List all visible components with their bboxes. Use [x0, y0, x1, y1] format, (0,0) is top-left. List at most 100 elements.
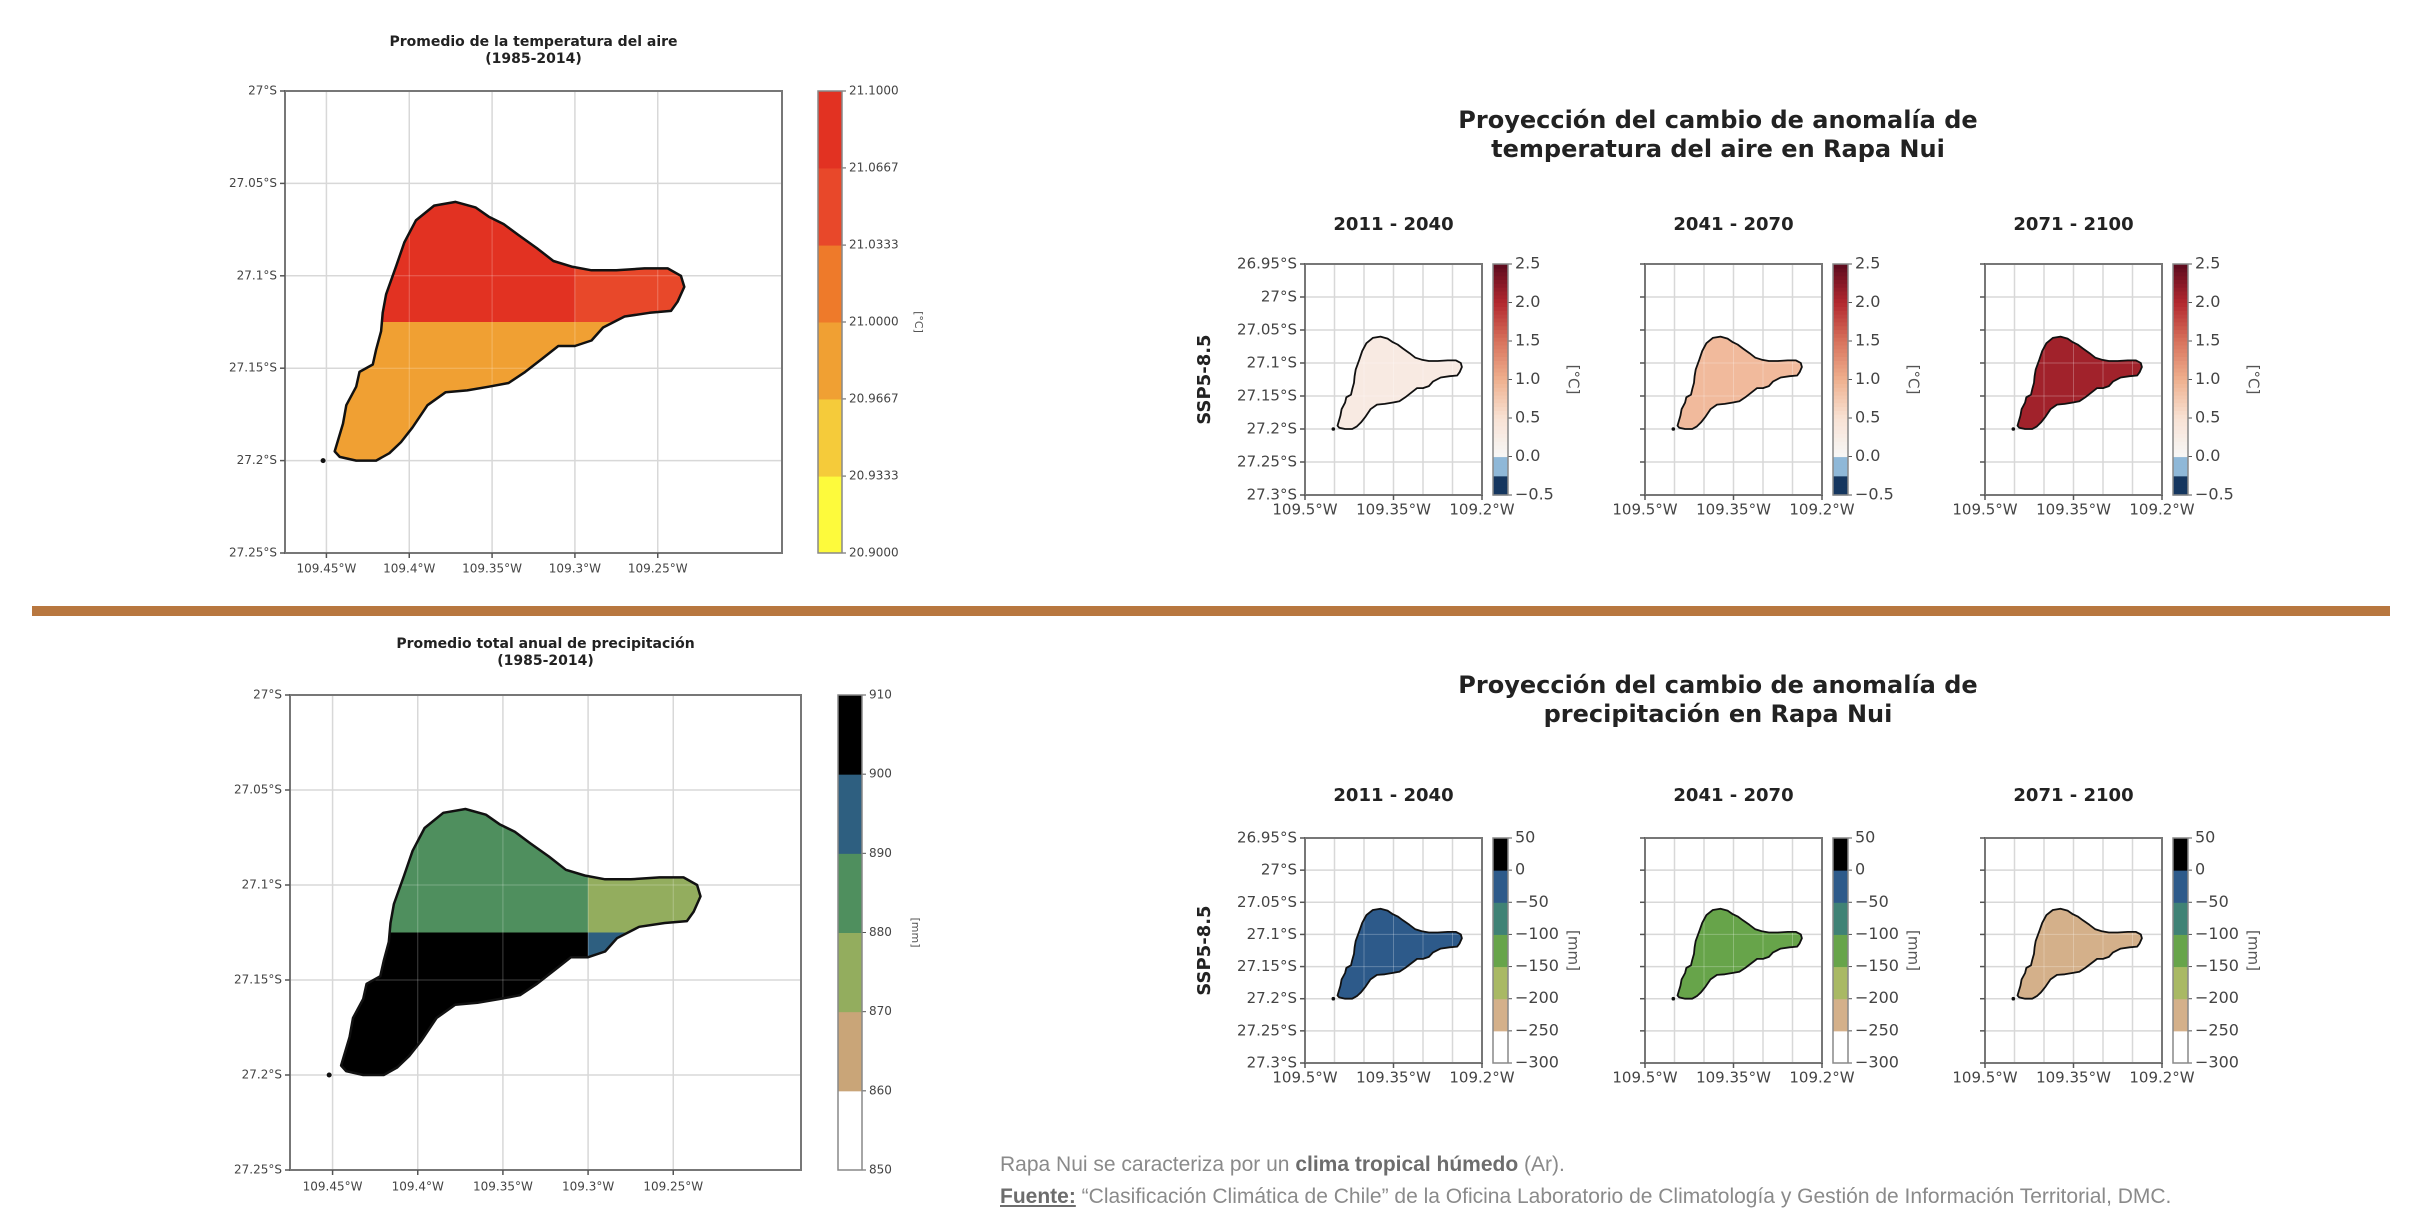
x-tick-label: 109.2°W	[2129, 501, 2194, 519]
islet-marker	[326, 1072, 332, 1078]
section-divider	[32, 606, 2390, 616]
colorbar-band	[1493, 934, 1508, 968]
colorbar-band	[2173, 348, 2188, 354]
colorbar-band	[818, 167, 842, 246]
colorbar: 20.9000 20.9333 20.9667 21.0000 21.0333 21.06…	[817, 84, 925, 560]
colorbar-band	[2173, 360, 2188, 365]
islet-marker	[2011, 996, 2016, 1001]
colorbar-band	[2173, 341, 2188, 346]
precip-scenario-label: SSP5-8.5	[1194, 905, 1215, 995]
y-tick-label: 27.15°S	[1237, 387, 1297, 405]
colorbar-tick-label: 880	[869, 925, 892, 939]
colorbar-frame	[2172, 263, 2189, 496]
colorbar-tick-label: 2.0	[1515, 292, 1540, 311]
colorbar-band	[2173, 356, 2188, 361]
colorbar-band	[1833, 371, 1848, 377]
colorbar-band	[1833, 267, 1848, 273]
colorbar-tick-label: 2.0	[2195, 292, 2220, 311]
colorbar-band	[2173, 448, 2188, 454]
island-coastline	[339, 807, 702, 1077]
colorbar-band	[2173, 421, 2188, 427]
x-tick-label: 109.25°W	[628, 562, 688, 576]
colorbar-band	[1833, 325, 1848, 331]
caption-line-2: Fuente: “Clasificación Climática de Chil…	[1000, 1181, 2171, 1213]
x-tick-label: 109.35°W	[1696, 501, 1771, 519]
plot-title: (1985-2014)	[497, 653, 594, 669]
colorbar-band	[2173, 302, 2188, 307]
islet-marker	[1331, 996, 1336, 1001]
colorbar-band	[1493, 391, 1508, 396]
temp-projection-title: Proyección del cambio de anomalía de	[1458, 106, 1977, 134]
island-fill-group	[341, 809, 701, 1075]
colorbar-band	[1493, 398, 1508, 404]
colorbar-band	[1493, 441, 1508, 446]
colorbar-band	[1833, 437, 1848, 442]
colorbar-band	[1493, 448, 1508, 454]
source-label: Fuente:	[1000, 1185, 1076, 1208]
colorbar-tick-label: 0.5	[1515, 408, 1540, 427]
colorbar-band	[2173, 934, 2188, 968]
colorbar-tick-label: 2.0	[1855, 292, 1880, 311]
colorbar-tick-label: 1.5	[2195, 331, 2220, 350]
colorbar-tick-label: 1.0	[1515, 369, 1540, 388]
colorbar-band	[1833, 264, 1848, 269]
colorbar-band	[2173, 452, 2188, 458]
island-coastline	[2016, 335, 2143, 430]
colorbar-band	[1493, 290, 1508, 296]
colorbar-tick-label: 2.5	[2195, 254, 2220, 273]
colorbar-band	[838, 774, 862, 854]
colorbar-tick-label: 2.5	[1515, 254, 1540, 273]
colorbar-band	[1833, 356, 1848, 361]
colorbar-band	[2173, 310, 2188, 315]
colorbar-tick-label: 0.5	[1855, 408, 1880, 427]
colorbar-tick-label: 870	[869, 1004, 892, 1018]
colorbar-band	[1493, 360, 1508, 365]
colorbar-band	[1493, 283, 1508, 288]
colorbar-band	[1833, 406, 1848, 411]
colorbar-tick-label: −50	[1515, 892, 1549, 911]
colorbar-band	[1493, 475, 1508, 481]
colorbar: 850 860 870 880 890 900 910 [mm]	[837, 688, 922, 1177]
y-tick-label: 27.05°S	[1237, 321, 1297, 339]
colorbar-tick-label: 0.0	[1855, 446, 1880, 465]
colorbar-label: [mm]	[1565, 930, 1583, 971]
colorbar-frame	[1492, 263, 1509, 496]
temp-projection-title: temperatura del aire en Rapa Nui	[1491, 135, 1945, 163]
y-tick-label: 26.95°S	[1237, 255, 1297, 273]
colorbar-band	[2173, 279, 2188, 284]
precip-projection-map-2: 109.5°W 109.35°W 109.2°W 2041 - 2070 −300 −25…	[1612, 785, 1922, 1087]
colorbar-band	[2173, 298, 2188, 304]
colorbar-band	[1493, 471, 1508, 477]
colorbar-band	[1833, 448, 1848, 454]
colorbar-band	[1493, 356, 1508, 361]
colorbar-band	[2173, 460, 2188, 465]
x-tick-label: 109.5°W	[1272, 501, 1337, 519]
colorbar-band	[2173, 391, 2188, 396]
colorbar-band	[1493, 387, 1508, 392]
colorbar-band	[1493, 337, 1508, 342]
x-tick-label: 109.5°W	[1612, 501, 1677, 519]
colorbar-band	[1833, 441, 1848, 446]
colorbar-band	[1493, 410, 1508, 415]
colorbar-band	[2173, 483, 2188, 488]
colorbar-band	[1493, 302, 1508, 307]
plot-title: Promedio de la temperatura del aire	[389, 34, 677, 50]
y-tick-label: 27.05°S	[1237, 893, 1297, 911]
colorbar-band	[1833, 394, 1848, 400]
temp-projection-map-3: 109.5°W 109.35°W 109.2°W 2071 - 2100 −0.5 0.0…	[1952, 214, 2262, 519]
colorbar-band	[1493, 464, 1508, 469]
colorbar-tick-label: 2.5	[1855, 254, 1880, 273]
colorbar-label: [mm]	[909, 917, 922, 947]
x-tick-label: 109.2°W	[1449, 501, 1514, 519]
colorbar-band	[1493, 429, 1508, 434]
colorbar-tick-label: 50	[1515, 828, 1535, 847]
colorbar-band	[1493, 364, 1508, 369]
x-tick-label: 109.35°W	[2036, 1069, 2111, 1087]
colorbar-band	[1833, 487, 1848, 492]
colorbar-band	[2173, 394, 2188, 400]
colorbar-label: [°C]	[2245, 365, 2263, 395]
y-tick-label: 27.2°S	[1247, 989, 1297, 1007]
colorbar-band	[1493, 294, 1508, 300]
colorbar-tick-label: 0.0	[1515, 446, 1540, 465]
